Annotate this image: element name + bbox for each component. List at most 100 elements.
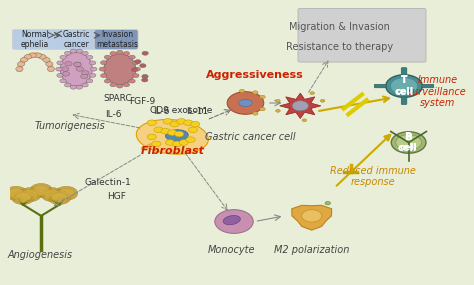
Text: Aggressiveness: Aggressiveness [206, 70, 303, 80]
Circle shape [43, 58, 50, 62]
Circle shape [123, 83, 129, 87]
Text: HGF: HGF [107, 192, 126, 201]
FancyBboxPatch shape [95, 30, 138, 49]
Circle shape [21, 190, 38, 200]
FancyBboxPatch shape [374, 84, 386, 88]
Circle shape [90, 61, 96, 65]
Circle shape [173, 141, 182, 147]
Circle shape [24, 54, 32, 59]
Circle shape [133, 74, 139, 78]
Circle shape [58, 188, 74, 198]
Circle shape [5, 186, 27, 200]
Text: Monocyte: Monocyte [208, 245, 255, 255]
Circle shape [134, 67, 140, 71]
Circle shape [163, 119, 173, 124]
Ellipse shape [165, 130, 188, 141]
Circle shape [47, 67, 55, 71]
Circle shape [33, 186, 49, 196]
Circle shape [135, 60, 141, 64]
Text: B
cell: B cell [398, 132, 418, 153]
Text: Galectin-1: Galectin-1 [85, 178, 132, 186]
Circle shape [161, 128, 170, 134]
Text: Tumorigenesis: Tumorigenesis [34, 121, 105, 131]
Text: SPARC: SPARC [103, 94, 132, 103]
Text: IL-6: IL-6 [105, 110, 121, 119]
Circle shape [91, 67, 97, 71]
Circle shape [100, 74, 107, 78]
Circle shape [391, 132, 426, 153]
Circle shape [276, 99, 280, 102]
Circle shape [51, 192, 68, 203]
Circle shape [8, 188, 24, 198]
Ellipse shape [137, 119, 209, 154]
Text: T
cell: T cell [395, 76, 413, 96]
Circle shape [18, 188, 41, 202]
Circle shape [82, 71, 89, 75]
Circle shape [179, 140, 188, 145]
Circle shape [390, 78, 418, 95]
FancyBboxPatch shape [401, 97, 407, 104]
Circle shape [55, 186, 78, 200]
Circle shape [46, 62, 53, 66]
Circle shape [117, 50, 123, 54]
FancyBboxPatch shape [12, 30, 56, 49]
Circle shape [123, 52, 129, 56]
Circle shape [56, 67, 62, 71]
Text: IL-11: IL-11 [186, 107, 209, 116]
Circle shape [100, 61, 107, 65]
Circle shape [57, 61, 63, 65]
Circle shape [142, 78, 148, 82]
Circle shape [260, 95, 265, 99]
Text: IL-6: IL-6 [153, 107, 169, 116]
Text: Gastric cancer cell: Gastric cancer cell [205, 132, 295, 142]
Circle shape [140, 64, 146, 68]
Circle shape [165, 140, 174, 145]
Circle shape [34, 53, 41, 58]
Circle shape [142, 51, 148, 55]
Circle shape [215, 210, 253, 233]
Ellipse shape [104, 54, 136, 85]
Circle shape [99, 67, 106, 71]
Circle shape [48, 190, 71, 205]
Polygon shape [292, 205, 332, 230]
Circle shape [129, 55, 135, 59]
Text: Angiogenesis: Angiogenesis [7, 251, 73, 260]
Circle shape [45, 190, 61, 200]
Circle shape [30, 184, 53, 198]
Circle shape [15, 192, 31, 203]
Circle shape [18, 62, 25, 66]
Circle shape [110, 52, 116, 56]
Circle shape [292, 101, 309, 111]
Circle shape [154, 127, 163, 133]
Circle shape [11, 190, 34, 205]
Circle shape [60, 79, 66, 83]
Circle shape [239, 89, 245, 93]
Text: FGF-9: FGF-9 [129, 97, 156, 106]
Circle shape [310, 92, 314, 95]
Text: Migration & Invasion: Migration & Invasion [289, 22, 390, 32]
Circle shape [325, 201, 330, 205]
Circle shape [104, 55, 111, 59]
Circle shape [133, 61, 139, 65]
Circle shape [396, 135, 421, 150]
Circle shape [104, 79, 111, 83]
Circle shape [184, 120, 193, 126]
Circle shape [62, 67, 69, 71]
FancyBboxPatch shape [54, 30, 97, 49]
Circle shape [301, 210, 322, 222]
Circle shape [117, 84, 123, 88]
Circle shape [70, 85, 76, 89]
Circle shape [253, 91, 258, 94]
Text: B
cell: B cell [400, 133, 418, 152]
Circle shape [86, 55, 93, 59]
Circle shape [29, 53, 36, 58]
Circle shape [60, 55, 66, 59]
Circle shape [186, 137, 195, 142]
Circle shape [82, 51, 88, 55]
Circle shape [170, 121, 179, 127]
Text: Gastric
cancer: Gastric cancer [63, 30, 90, 49]
Text: Invasion
metastasis: Invasion metastasis [97, 30, 138, 49]
Text: Reduced immune
response: Reduced immune response [330, 166, 416, 187]
Circle shape [20, 58, 27, 62]
Circle shape [70, 49, 76, 53]
